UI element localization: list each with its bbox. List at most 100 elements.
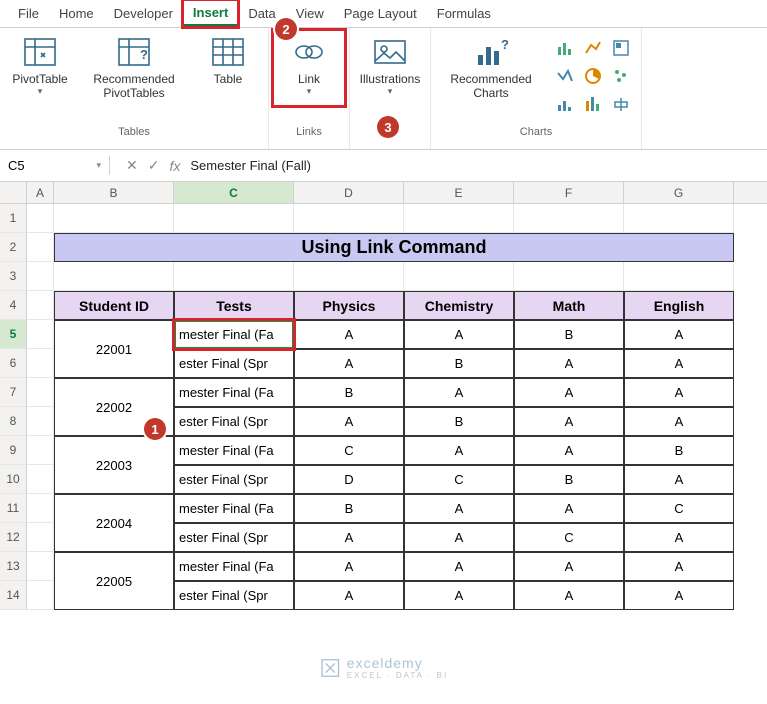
pivottable-button[interactable]: PivotTable▾ bbox=[6, 32, 74, 104]
student-id-cell[interactable] bbox=[54, 552, 174, 581]
test-cell[interactable]: mester Final (Fa bbox=[174, 494, 294, 523]
grade-cell[interactable]: A bbox=[624, 378, 734, 407]
test-cell[interactable]: ester Final (Spr bbox=[174, 581, 294, 610]
table-button[interactable]: Table bbox=[194, 32, 262, 104]
student-id-cell[interactable] bbox=[54, 494, 174, 523]
grade-cell[interactable]: B bbox=[514, 320, 624, 349]
line-chart-icon[interactable] bbox=[581, 36, 605, 60]
row-header[interactable]: 6 bbox=[0, 349, 27, 378]
col-header-c[interactable]: C bbox=[174, 182, 294, 203]
test-cell[interactable]: mester Final (Fa bbox=[174, 552, 294, 581]
grade-cell[interactable]: A bbox=[404, 552, 514, 581]
cell[interactable] bbox=[27, 378, 54, 407]
cell[interactable] bbox=[54, 204, 174, 233]
table-header[interactable]: Math bbox=[514, 291, 624, 320]
tab-page-layout[interactable]: Page Layout bbox=[334, 0, 427, 27]
grade-cell[interactable]: A bbox=[294, 523, 404, 552]
grade-cell[interactable]: A bbox=[514, 436, 624, 465]
table-header[interactable]: Tests bbox=[174, 291, 294, 320]
formula-text[interactable]: Semester Final (Fall) bbox=[190, 158, 311, 173]
row-header[interactable]: 4 bbox=[0, 291, 27, 320]
test-cell[interactable]: ester Final (Spr bbox=[174, 465, 294, 494]
tab-developer[interactable]: Developer bbox=[104, 0, 183, 27]
grade-cell[interactable]: A bbox=[624, 523, 734, 552]
grade-cell[interactable]: A bbox=[404, 494, 514, 523]
grade-cell[interactable]: B bbox=[404, 349, 514, 378]
grade-cell[interactable]: B bbox=[404, 407, 514, 436]
row-header[interactable]: 7 bbox=[0, 378, 27, 407]
cell[interactable] bbox=[624, 204, 734, 233]
grade-cell[interactable]: A bbox=[404, 320, 514, 349]
stock-chart-icon[interactable] bbox=[553, 64, 577, 88]
cell[interactable] bbox=[27, 581, 54, 610]
grade-cell[interactable]: A bbox=[294, 407, 404, 436]
grade-cell[interactable]: C bbox=[404, 465, 514, 494]
illustrations-button[interactable]: Illustrations▾ bbox=[356, 32, 424, 104]
grade-cell[interactable]: A bbox=[294, 349, 404, 378]
name-box[interactable]: C5 ▾ bbox=[0, 156, 110, 175]
row-header[interactable]: 12 bbox=[0, 523, 27, 552]
map-chart-icon[interactable] bbox=[609, 36, 633, 60]
grade-cell[interactable]: B bbox=[294, 494, 404, 523]
student-id-cell[interactable] bbox=[54, 349, 174, 378]
cell[interactable] bbox=[27, 204, 54, 233]
combo-chart-icon[interactable] bbox=[553, 92, 577, 116]
grade-cell[interactable]: A bbox=[404, 378, 514, 407]
student-id-cell[interactable] bbox=[54, 320, 174, 349]
link-button[interactable]: Link▾ bbox=[275, 32, 343, 104]
test-cell[interactable]: ester Final (Spr bbox=[174, 523, 294, 552]
grade-cell[interactable]: A bbox=[514, 378, 624, 407]
grade-cell[interactable]: A bbox=[514, 494, 624, 523]
grade-cell[interactable]: A bbox=[404, 523, 514, 552]
grade-cell[interactable]: B bbox=[514, 465, 624, 494]
grade-cell[interactable]: A bbox=[294, 581, 404, 610]
cell[interactable] bbox=[27, 291, 54, 320]
cell[interactable] bbox=[174, 262, 294, 291]
col-header-a[interactable]: A bbox=[27, 182, 54, 203]
row-header[interactable]: 8 bbox=[0, 407, 27, 436]
table-header[interactable]: English bbox=[624, 291, 734, 320]
cell[interactable] bbox=[27, 494, 54, 523]
tab-file[interactable]: File bbox=[8, 0, 49, 27]
table-header[interactable]: Physics bbox=[294, 291, 404, 320]
row-header[interactable]: 2 bbox=[0, 233, 27, 262]
pie-chart-icon[interactable] bbox=[581, 64, 605, 88]
col-header-f[interactable]: F bbox=[514, 182, 624, 203]
row-header[interactable]: 5 bbox=[0, 320, 27, 349]
cell[interactable] bbox=[27, 349, 54, 378]
row-header[interactable]: 3 bbox=[0, 262, 27, 291]
cell[interactable] bbox=[514, 262, 624, 291]
cell[interactable] bbox=[294, 204, 404, 233]
cell[interactable] bbox=[404, 204, 514, 233]
check-icon[interactable]: ✓ bbox=[148, 157, 160, 174]
grade-cell[interactable]: A bbox=[514, 552, 624, 581]
grade-cell[interactable]: B bbox=[294, 378, 404, 407]
histogram-icon[interactable] bbox=[609, 92, 633, 116]
col-header-d[interactable]: D bbox=[294, 182, 404, 203]
cell[interactable] bbox=[27, 523, 54, 552]
cell[interactable] bbox=[27, 320, 54, 349]
bar-chart-icon[interactable] bbox=[553, 36, 577, 60]
cell[interactable] bbox=[624, 262, 734, 291]
grade-cell[interactable]: A bbox=[294, 552, 404, 581]
test-cell[interactable]: ester Final (Spr bbox=[174, 407, 294, 436]
table-header[interactable]: Chemistry bbox=[404, 291, 514, 320]
row-header[interactable]: 1 bbox=[0, 204, 27, 233]
grade-cell[interactable]: A bbox=[294, 320, 404, 349]
student-id-cell[interactable] bbox=[54, 436, 174, 465]
grade-cell[interactable]: A bbox=[514, 581, 624, 610]
test-cell[interactable]: ester Final (Spr bbox=[174, 349, 294, 378]
test-cell[interactable]: mester Final (Fa bbox=[174, 436, 294, 465]
grade-cell[interactable]: A bbox=[624, 320, 734, 349]
select-all-corner[interactable] bbox=[0, 182, 27, 203]
student-id-cell[interactable] bbox=[54, 581, 174, 610]
fx-icon[interactable]: fx bbox=[169, 158, 180, 174]
tab-insert[interactable]: Insert bbox=[183, 0, 238, 27]
tab-home[interactable]: Home bbox=[49, 0, 104, 27]
cell[interactable] bbox=[27, 233, 54, 262]
cell[interactable] bbox=[27, 465, 54, 494]
student-id-cell[interactable] bbox=[54, 465, 174, 494]
grade-cell[interactable]: D bbox=[294, 465, 404, 494]
cell[interactable] bbox=[404, 262, 514, 291]
student-id-cell[interactable] bbox=[54, 378, 174, 407]
